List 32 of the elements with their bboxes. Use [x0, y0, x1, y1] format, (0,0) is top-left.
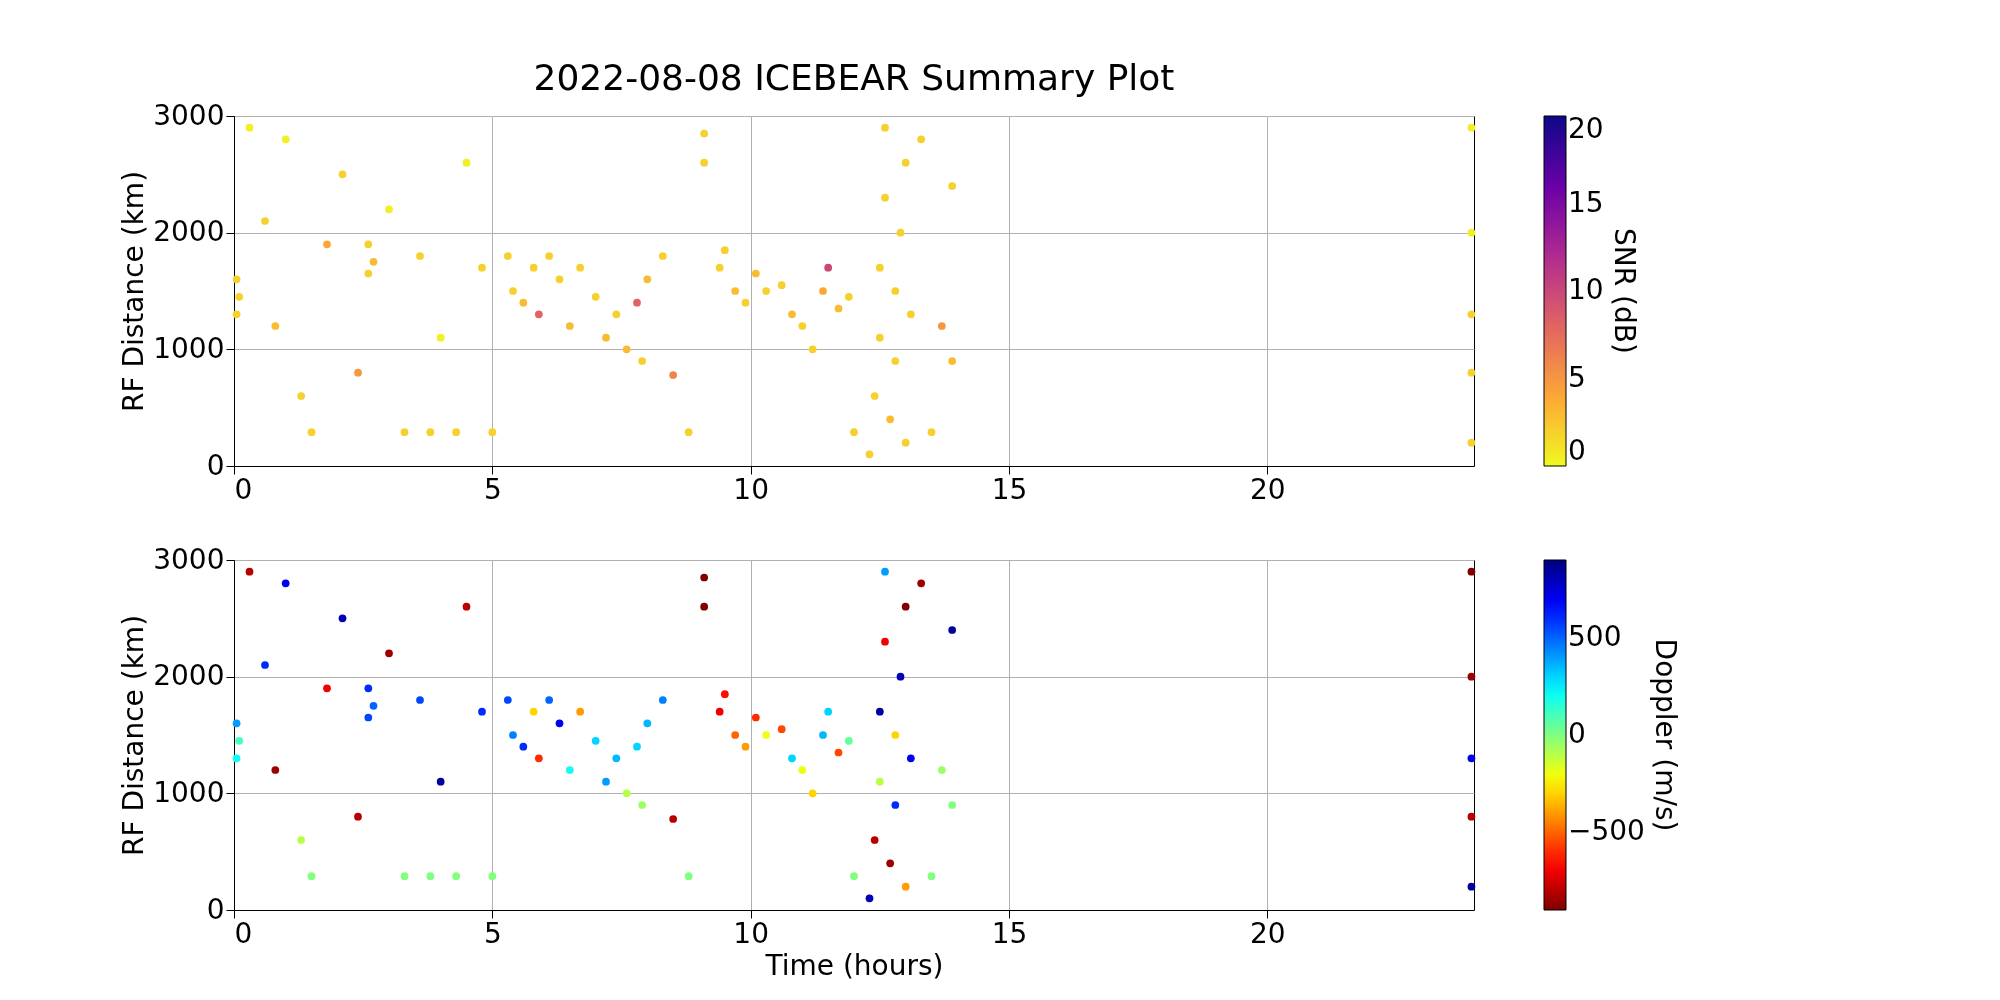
y-tick-label: 1000 — [153, 775, 225, 809]
color-bar-label: 500 — [1568, 619, 1622, 653]
y-tick-label: 0 — [206, 448, 225, 482]
x-tick-label: 10 — [733, 472, 769, 506]
x-tick-label: 0 — [234, 472, 253, 506]
y-axis-title: RF Distance (km) — [117, 614, 151, 857]
chart-title: 2022-08-08 ICEBEAR Summary Plot — [533, 57, 1175, 98]
y-tick-label: 2000 — [153, 659, 225, 693]
y-tick-label: 2000 — [153, 215, 225, 249]
color-bar-title: Doppler (m/s) — [1649, 638, 1682, 832]
x-axis-title: Time (hours) — [764, 948, 944, 982]
color-bar-label: 0 — [1568, 434, 1586, 467]
y-tick-label: 1000 — [153, 331, 225, 365]
y-tick-label: 3000 — [153, 542, 225, 576]
x-tick-label: 10 — [733, 916, 769, 950]
color-bar-label: 10 — [1568, 273, 1604, 306]
x-tick-label: 5 — [483, 916, 502, 950]
x-tick-label: 15 — [991, 472, 1028, 506]
color-bar-label: 15 — [1568, 185, 1604, 219]
x-tick-label: 15 — [991, 916, 1028, 950]
color-bar-label: −500 — [1568, 814, 1645, 848]
color-bar-label: 20 — [1568, 112, 1604, 145]
x-tick-label: 5 — [483, 472, 502, 506]
color-bar-label: 0 — [1568, 717, 1586, 750]
y-tick-label: 0 — [206, 892, 225, 926]
x-tick-label: 20 — [1250, 916, 1286, 950]
x-tick-label: 20 — [1250, 472, 1286, 506]
color-bar-label: 5 — [1568, 360, 1586, 394]
y-tick-label: 3000 — [153, 98, 225, 132]
y-axis-title: RF Distance (km) — [117, 170, 151, 413]
color-bar-title: SNR (dB) — [1608, 228, 1641, 354]
x-tick-label: 0 — [234, 916, 253, 950]
